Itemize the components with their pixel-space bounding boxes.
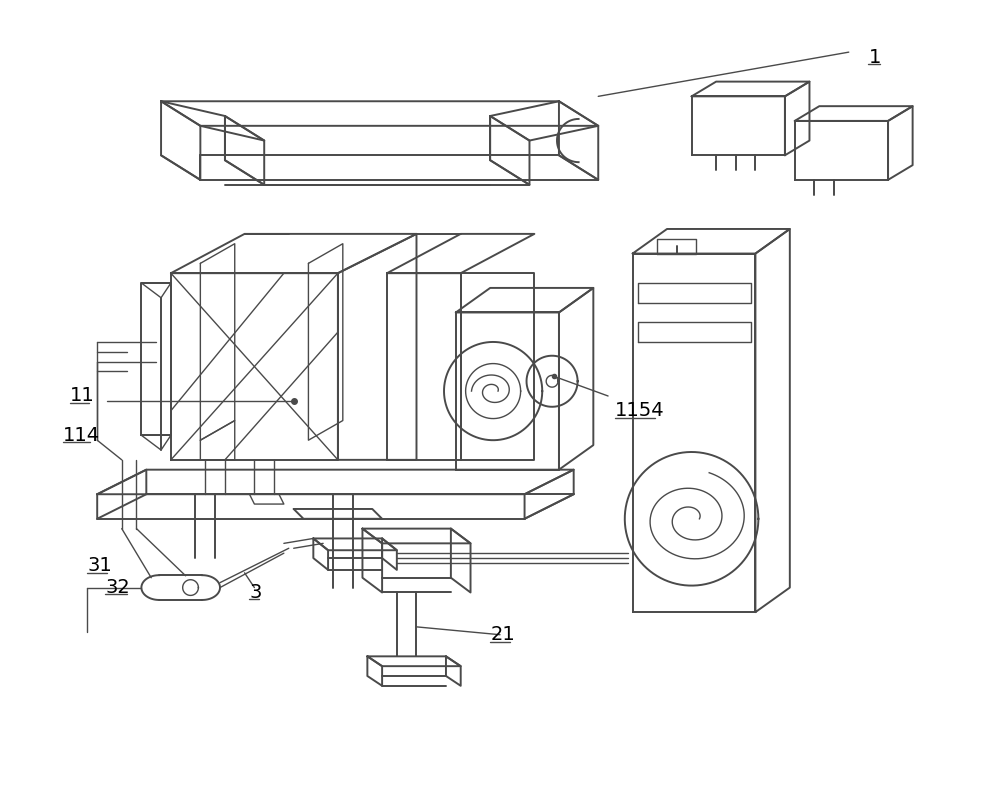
Text: 1154: 1154 (615, 401, 665, 420)
Text: 21: 21 (490, 625, 515, 644)
Text: 11: 11 (70, 387, 94, 406)
Text: 32: 32 (105, 578, 130, 597)
Text: 31: 31 (87, 556, 112, 576)
Text: 1: 1 (868, 47, 881, 66)
Text: 114: 114 (63, 426, 100, 445)
Text: 3: 3 (249, 583, 262, 602)
